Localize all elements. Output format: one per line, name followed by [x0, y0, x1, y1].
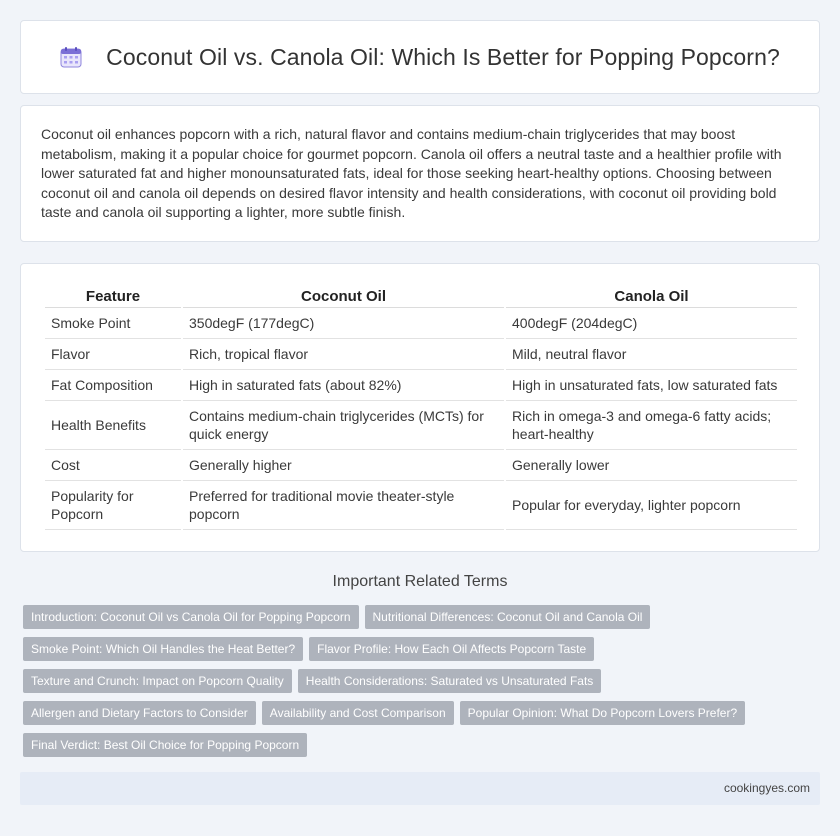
table-cell: Preferred for traditional movie theater-… [183, 481, 504, 530]
table-cell: Flavor [45, 339, 181, 370]
table-cell: 400degF (204degC) [506, 308, 797, 339]
comparison-table: Feature Coconut Oil Canola Oil Smoke Poi… [43, 284, 799, 530]
intro-text: Coconut oil enhances popcorn with a rich… [41, 126, 782, 221]
table-cell: Rich in omega-3 and omega-6 fatty acids;… [506, 401, 797, 450]
table-cell: 350degF (177degC) [183, 308, 504, 339]
table-cell: Contains medium-chain triglycerides (MCT… [183, 401, 504, 450]
table-row: Fat Composition High in saturated fats (… [45, 370, 797, 401]
table-row: Flavor Rich, tropical flavor Mild, neutr… [45, 339, 797, 370]
related-term-tag[interactable]: Texture and Crunch: Impact on Popcorn Qu… [23, 669, 292, 693]
page-header: Coconut Oil vs. Canola Oil: Which Is Bet… [20, 20, 820, 94]
related-term-tag[interactable]: Availability and Cost Comparison [261, 701, 454, 725]
table-cell: High in saturated fats (about 82%) [183, 370, 504, 401]
footer-site-link[interactable]: cookingyes.com [723, 781, 810, 795]
related-term-tag[interactable]: Flavor Profile: How Each Oil Affects Pop… [309, 637, 595, 661]
related-term-tag[interactable]: Introduction: Coconut Oil vs Canola Oil … [23, 605, 359, 629]
comparison-card: Feature Coconut Oil Canola Oil Smoke Poi… [20, 263, 820, 552]
column-header: Canola Oil [506, 284, 797, 308]
table-cell: Generally lower [506, 450, 797, 481]
table-cell: Cost [45, 450, 181, 481]
column-header: Feature [45, 284, 181, 308]
related-term-tag[interactable]: Health Considerations: Saturated vs Unsa… [297, 669, 602, 693]
table-cell: Popularity for Popcorn [45, 481, 181, 530]
related-term-tag[interactable]: Final Verdict: Best Oil Choice for Poppi… [23, 733, 308, 757]
calendar-icon [60, 46, 82, 68]
page-title: Coconut Oil vs. Canola Oil: Which Is Bet… [106, 43, 780, 70]
related-term-tag[interactable]: Popular Opinion: What Do Popcorn Lovers … [459, 701, 746, 725]
table-row: Cost Generally higher Generally lower [45, 450, 797, 481]
table-cell: Smoke Point [45, 308, 181, 339]
table-cell: Fat Composition [45, 370, 181, 401]
table-cell: Popular for everyday, lighter popcorn [506, 481, 797, 530]
table-cell: Health Benefits [45, 401, 181, 450]
related-term-tag[interactable]: Smoke Point: Which Oil Handles the Heat … [23, 637, 304, 661]
table-cell: Rich, tropical flavor [183, 339, 504, 370]
related-term-tag[interactable]: Allergen and Dietary Factors to Consider [23, 701, 256, 725]
related-terms-list: Introduction: Coconut Oil vs Canola Oil … [23, 605, 823, 765]
column-header: Coconut Oil [183, 284, 504, 308]
table-header-row: Feature Coconut Oil Canola Oil [45, 284, 797, 308]
table-cell: Generally higher [183, 450, 504, 481]
table-row: Health Benefits Contains medium-chain tr… [45, 401, 797, 450]
table-cell: High in unsaturated fats, low saturated … [506, 370, 797, 401]
related-terms-title: Important Related Terms [332, 573, 508, 590]
intro-card: Coconut oil enhances popcorn with a rich… [20, 105, 820, 242]
table-cell: Mild, neutral flavor [506, 339, 797, 370]
table-row: Popularity for Popcorn Preferred for tra… [45, 481, 797, 530]
table-row: Smoke Point 350degF (177degC) 400degF (2… [45, 308, 797, 339]
related-term-tag[interactable]: Nutritional Differences: Coconut Oil and… [364, 605, 651, 629]
footer: cookingyes.com [20, 772, 820, 805]
